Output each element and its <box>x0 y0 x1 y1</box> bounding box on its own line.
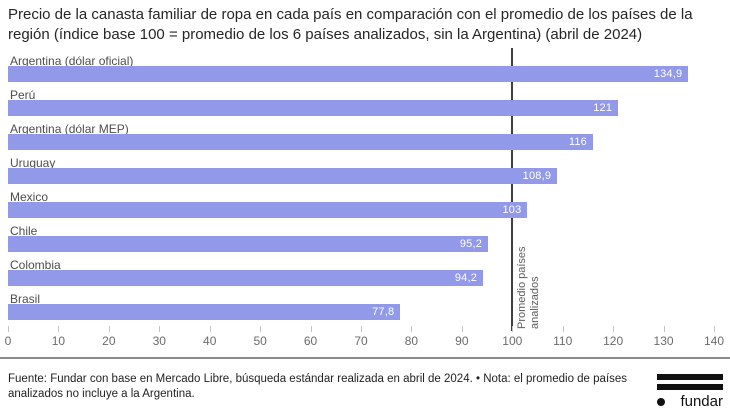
bar-value-label: 103 <box>502 204 522 216</box>
chart-title: Precio de la canasta familiar de ropa en… <box>8 6 693 43</box>
tick-mark <box>613 326 615 332</box>
reference-line-100 <box>511 48 514 331</box>
bar-category-label: Perú <box>10 88 36 102</box>
chart-row: Argentina (dólar MEP) 116 <box>8 123 714 157</box>
bar-value-label: 108,9 <box>522 170 552 182</box>
tick-mark <box>714 326 715 332</box>
logo-text: fundar <box>680 393 723 410</box>
tick-label: 60 <box>303 334 318 348</box>
bar-value-label: 95,2 <box>459 238 483 250</box>
bar-category-label: Colombia <box>10 258 61 272</box>
tick-mark <box>310 326 312 332</box>
chart-row: Mexico 103 <box>8 191 714 225</box>
bar: 95,2 <box>8 236 489 252</box>
reference-line-label: Promedio países analizados <box>516 246 542 329</box>
tick-mark <box>512 326 514 332</box>
bar: 77,8 <box>8 304 401 320</box>
bar: 103 <box>8 202 528 218</box>
bar-category-label: Argentina (dólar MEP) <box>10 122 129 136</box>
bar-category-label: Brasil <box>10 292 41 306</box>
tick-label: 120 <box>603 334 624 348</box>
tick-mark <box>159 326 161 332</box>
tick-label: 20 <box>102 334 116 348</box>
bar: 134,9 <box>8 66 689 82</box>
tick-mark <box>361 326 362 332</box>
tick-mark <box>663 326 665 332</box>
logo-bar-icon <box>657 384 723 390</box>
tick-mark <box>411 326 413 332</box>
bar-value-label: 94,2 <box>454 272 478 284</box>
logo-bar-icon <box>657 374 723 380</box>
tick-label: 80 <box>404 334 419 348</box>
footer-divider <box>0 357 730 359</box>
chart-row: Brasil 77,8 <box>8 293 714 327</box>
tick-mark <box>58 326 60 332</box>
bar-category-label: Argentina (dólar oficial) <box>10 54 134 68</box>
bar-value-label: 77,8 <box>372 306 395 318</box>
tick-mark <box>562 326 564 332</box>
x-axis: 0 10 20 30 40 50 60 70 80 90 100 110 120 130 140 <box>4 326 724 348</box>
tick-mark <box>108 326 110 332</box>
tick-mark <box>8 326 9 332</box>
tick-label: 40 <box>203 334 217 348</box>
bar: 108,9 <box>8 168 558 184</box>
tick-label: 130 <box>653 334 674 348</box>
chart-row: Uruguay 108,9 <box>8 157 714 191</box>
tick-label: 110 <box>553 334 573 348</box>
tick-label: 0 <box>4 334 12 348</box>
fundar-logo: fundar <box>657 374 723 410</box>
tick-label: 50 <box>253 334 267 348</box>
bar-value-label: 116 <box>568 136 587 148</box>
bar: 121 <box>8 100 619 116</box>
chart-row: Argentina (dólar oficial) 134,9 <box>8 55 714 89</box>
logo-dot-icon <box>657 398 665 406</box>
tick-label: 100 <box>502 334 523 348</box>
bar-category-label: Uruguay <box>10 156 56 170</box>
tick-mark <box>461 326 463 332</box>
tick-label: 140 <box>703 334 725 348</box>
bar: 116 <box>8 134 593 150</box>
tick-mark <box>209 326 211 332</box>
bar-value-label: 121 <box>593 102 613 114</box>
bar-category-label: Chile <box>10 224 38 238</box>
bar-category-label: Mexico <box>10 190 49 204</box>
tick-label: 70 <box>354 334 368 348</box>
bar-chart: Argentina (dólar oficial) 134,9 Perú 121… <box>8 48 714 331</box>
chart-row: Perú 121 <box>8 89 714 123</box>
chart-row: Colombia 94,2 <box>8 259 714 293</box>
bar-value-label: 134,9 <box>653 68 683 80</box>
tick-mark <box>260 326 262 332</box>
bar: 94,2 <box>8 270 484 286</box>
tick-label: 90 <box>455 334 469 348</box>
chart-row: Chile 95,2 <box>8 225 714 259</box>
source-note: Fuente: Fundar con base en Mercado Libre… <box>8 373 628 400</box>
tick-label: 10 <box>51 334 66 348</box>
chart-rows: Argentina (dólar oficial) 134,9 Perú 121… <box>8 55 714 327</box>
tick-label: 30 <box>152 334 166 348</box>
